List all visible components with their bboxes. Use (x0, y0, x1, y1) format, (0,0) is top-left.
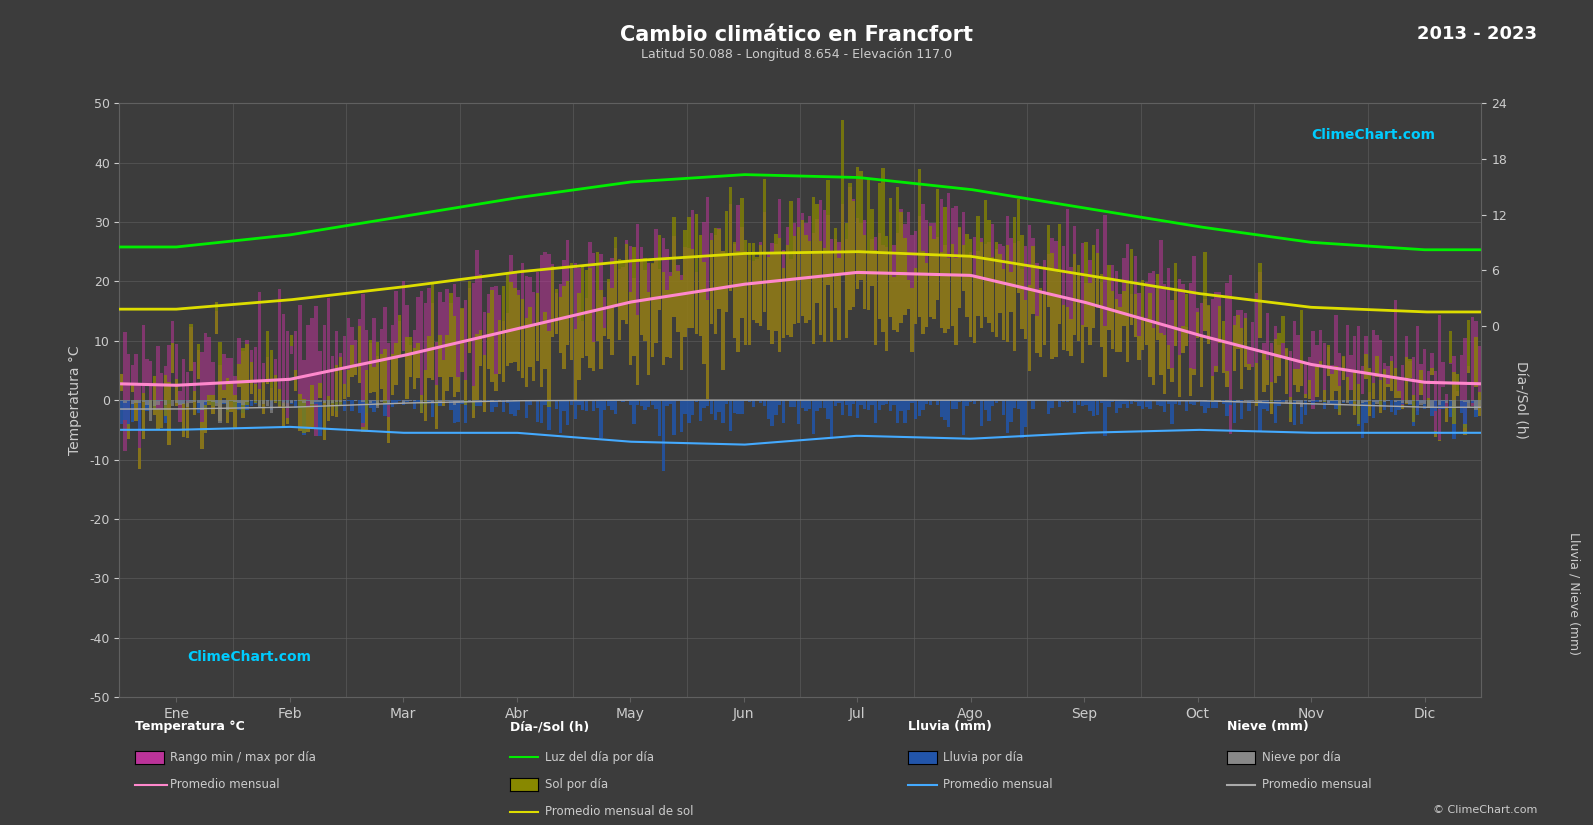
Text: 2013 - 2023: 2013 - 2023 (1418, 25, 1537, 43)
Text: Temperatura °C: Temperatura °C (135, 720, 245, 733)
Y-axis label: Temperatura °C: Temperatura °C (68, 346, 83, 455)
Text: ClimeChart.com: ClimeChart.com (1311, 128, 1435, 142)
Text: Lluvia (mm): Lluvia (mm) (908, 720, 992, 733)
Text: ClimeChart.com: ClimeChart.com (188, 650, 312, 664)
Text: Lluvia por día: Lluvia por día (943, 751, 1023, 764)
Text: Rango min / max por día: Rango min / max por día (170, 751, 317, 764)
Text: Lluvia / Nieve (mm): Lluvia / Nieve (mm) (1568, 532, 1580, 656)
Text: Promedio mensual de sol: Promedio mensual de sol (545, 805, 693, 818)
Text: Promedio mensual: Promedio mensual (943, 778, 1053, 791)
Y-axis label: Día-/Sol (h): Día-/Sol (h) (1513, 361, 1528, 439)
Text: Día-/Sol (h): Día-/Sol (h) (510, 720, 589, 733)
Text: Sol por día: Sol por día (545, 778, 609, 791)
Text: Luz del día por día: Luz del día por día (545, 751, 653, 764)
Text: Promedio mensual: Promedio mensual (170, 778, 280, 791)
Text: Nieve (mm): Nieve (mm) (1227, 720, 1308, 733)
Text: Latitud 50.088 - Longitud 8.654 - Elevación 117.0: Latitud 50.088 - Longitud 8.654 - Elevac… (640, 48, 953, 61)
Text: © ClimeChart.com: © ClimeChart.com (1432, 805, 1537, 815)
Text: Promedio mensual: Promedio mensual (1262, 778, 1372, 791)
Text: Cambio climático en Francfort: Cambio climático en Francfort (620, 25, 973, 45)
Text: Nieve por día: Nieve por día (1262, 751, 1341, 764)
